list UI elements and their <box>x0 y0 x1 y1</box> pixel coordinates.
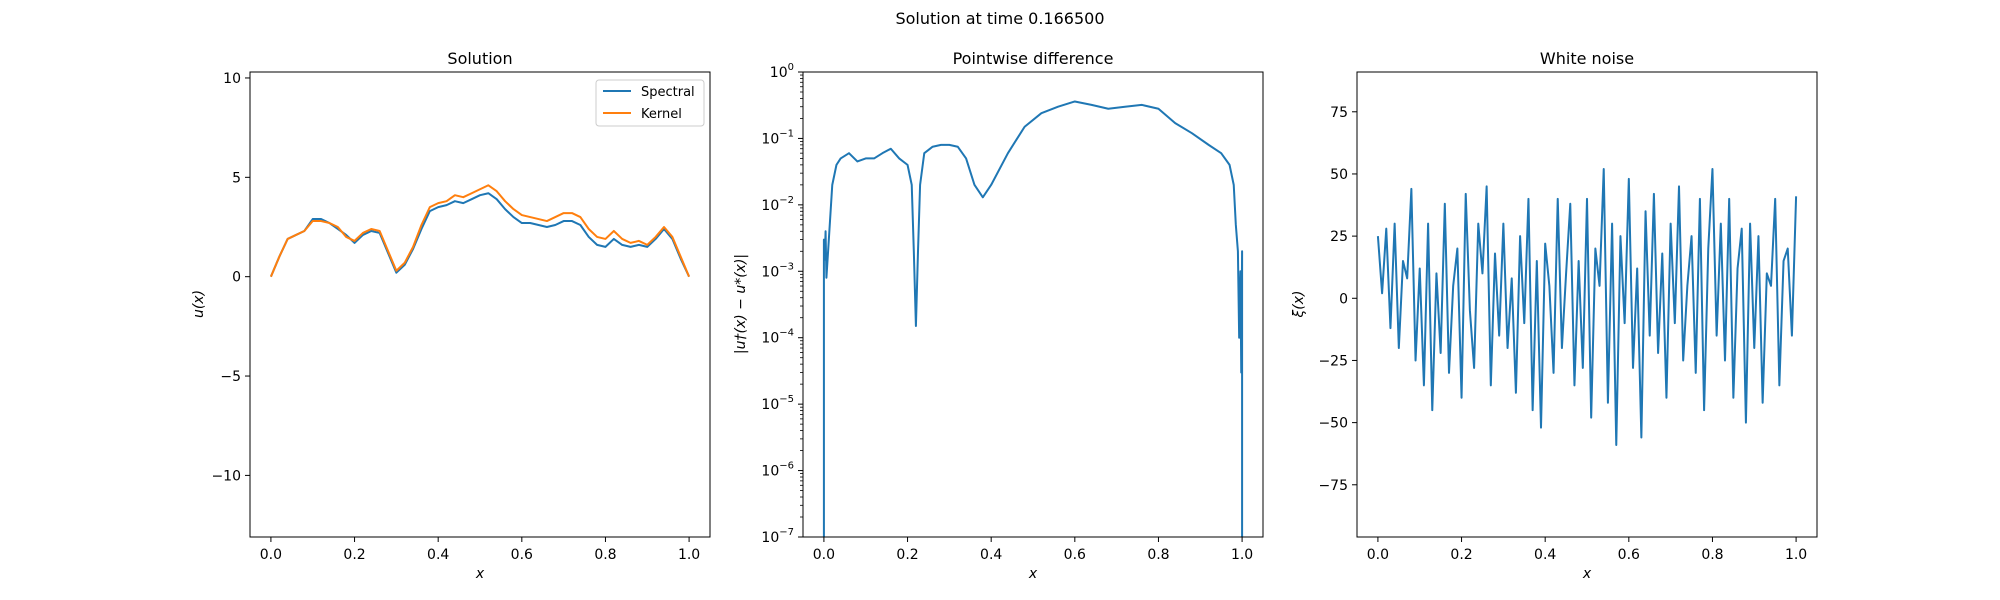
difference-xtick-label: 0.8 <box>1147 547 1169 563</box>
noise-ytick-label: −50 <box>1318 416 1348 432</box>
solution-xtick-label: 0.4 <box>427 547 449 563</box>
solution-xtick-label: 1.0 <box>678 547 700 563</box>
noise-axes-frame <box>1356 71 1818 538</box>
difference-xtick-label: 0.2 <box>896 547 918 563</box>
difference-xlabel: x <box>1028 566 1038 582</box>
figure-suptitle: Solution at time 0.166500 <box>895 9 1104 28</box>
noise-ytick-label: 50 <box>1330 167 1348 183</box>
difference-axes-frame <box>802 71 1264 538</box>
difference-xtick-label: 0.4 <box>980 547 1002 563</box>
difference-ytick-label: 10−6 <box>761 461 794 480</box>
difference-ytick-label: 100 <box>770 62 794 81</box>
solution-xtick-label: 0.8 <box>594 547 616 563</box>
difference-ylabel: |u†(x) − u*(x)| <box>733 254 749 354</box>
noise-series-line <box>1376 167 1798 446</box>
difference-ytick-label: 10−4 <box>761 328 794 347</box>
noise-ylabel: ξ(x) <box>1291 290 1307 318</box>
legend-kernel-label: Kernel <box>641 107 682 122</box>
difference-ytick-label: 10−7 <box>761 527 794 546</box>
noise-ytick-label: 0 <box>1339 291 1348 307</box>
solution-series-spectral <box>269 192 690 278</box>
difference-ytick-label: 10−2 <box>761 195 794 214</box>
solution-axes-frame <box>249 71 711 538</box>
difference-ytick-label: 10−5 <box>761 394 794 413</box>
difference-series-line <box>822 100 1244 537</box>
solution-title: Solution <box>447 49 512 68</box>
difference-xtick-label: 0.0 <box>813 547 835 563</box>
solution-ylabel: u(x) <box>191 290 207 318</box>
noise-xlabel: x <box>1582 566 1592 582</box>
difference-xtick-label: 1.0 <box>1231 547 1253 563</box>
solution-xlabel: x <box>475 566 485 582</box>
noise-ytick-label: −25 <box>1318 353 1348 369</box>
noise-xtick-label: 0.8 <box>1701 547 1723 563</box>
solution-legend: Spectral Kernel <box>595 79 705 127</box>
noise-xtick-label: 0.2 <box>1450 547 1472 563</box>
solution-xtick-label: 0.2 <box>343 547 365 563</box>
solution-ytick-label: 0 <box>232 270 241 286</box>
difference-ytick-label: 10−3 <box>761 261 794 280</box>
difference-title: Pointwise difference <box>953 49 1114 68</box>
difference-xtick-label: 0.6 <box>1064 547 1086 563</box>
difference-ytick-label: 10−1 <box>761 128 794 147</box>
noise-ytick-label: −75 <box>1318 478 1348 494</box>
noise-panel: White noise 0.0 0.2 0.4 0.6 0.8 1.0 75 50 25 0 −25… <box>1291 49 1818 582</box>
noise-xtick-label: 0.0 <box>1367 547 1389 563</box>
noise-ytick-label: 75 <box>1330 105 1348 121</box>
noise-xtick-label: 0.4 <box>1534 547 1556 563</box>
noise-ytick-label: 25 <box>1330 229 1348 245</box>
solution-ytick-label: −5 <box>220 369 241 385</box>
solution-ytick-label: −10 <box>211 468 241 484</box>
noise-title: White noise <box>1540 49 1634 68</box>
solution-ytick-label: 10 <box>223 71 241 87</box>
solution-series-kernel <box>269 184 691 278</box>
legend-spectral-label: Spectral <box>641 85 695 100</box>
noise-xtick-label: 1.0 <box>1785 547 1807 563</box>
difference-panel: Pointwise difference 0.0 0.2 0.4 0.6 0.8 1.0 1… <box>733 49 1264 582</box>
solution-panel: Solution 0.0 0.2 0.4 0.6 0.8 1.0 10 5 0 −5 −10 x u… <box>191 49 711 582</box>
solution-ytick-label: 5 <box>232 170 241 186</box>
solution-xtick-label: 0.6 <box>511 547 533 563</box>
noise-xtick-label: 0.6 <box>1618 547 1640 563</box>
solution-xtick-label: 0.0 <box>260 547 282 563</box>
